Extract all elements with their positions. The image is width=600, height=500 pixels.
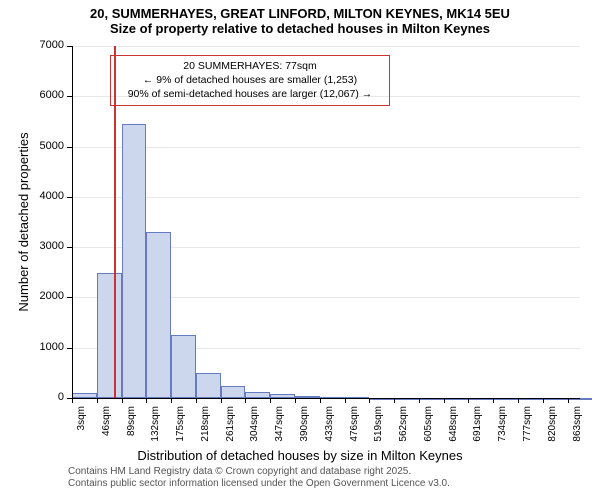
x-tick-label: 433sqm [324,406,335,450]
histogram-bar [122,124,147,398]
x-tick-label: 390sqm [299,406,310,450]
x-tick-label: 261sqm [225,406,236,450]
x-tick-mark [345,398,346,403]
annotation-line1: 20 SUMMERHAYES: 77sqm [115,59,385,73]
annotation-line3: 90% of semi-detached houses are larger (… [115,87,385,101]
x-tick-label: 777sqm [522,406,533,450]
x-tick-mark [320,398,321,403]
x-tick-mark [493,398,494,403]
x-tick-label: 734sqm [497,406,508,450]
x-tick-mark [221,398,222,403]
x-tick-mark [72,398,73,403]
x-tick-mark [468,398,469,403]
histogram-bar [196,373,221,398]
x-tick-label: 863sqm [572,406,583,450]
x-tick-mark [518,398,519,403]
y-tick-label: 7000 [0,39,64,51]
gridline [72,46,580,47]
x-axis-line [72,398,580,399]
annotation-line2: ← 9% of detached houses are smaller (1,2… [115,73,385,87]
x-tick-mark [245,398,246,403]
y-tick-label: 2000 [0,290,64,302]
credits-line2: Contains public sector information licen… [68,478,450,490]
y-tick-label: 3000 [0,240,64,252]
x-tick-mark [444,398,445,403]
x-tick-label: 46sqm [101,406,112,450]
y-tick-label: 6000 [0,89,64,101]
x-tick-mark [543,398,544,403]
x-tick-mark [196,398,197,403]
x-tick-label: 175sqm [175,406,186,450]
x-tick-label: 218sqm [200,406,211,450]
gridline [72,197,580,198]
x-tick-label: 132sqm [150,406,161,450]
x-tick-mark [568,398,569,403]
x-tick-label: 562sqm [398,406,409,450]
x-tick-label: 347sqm [274,406,285,450]
x-tick-label: 476sqm [349,406,360,450]
x-tick-mark [97,398,98,403]
x-tick-label: 691sqm [472,406,483,450]
credits: Contains HM Land Registry data © Crown c… [68,466,450,490]
y-tick-label: 5000 [0,140,64,152]
y-axis-line [72,46,73,398]
x-tick-mark [146,398,147,403]
x-tick-mark [369,398,370,403]
x-tick-label: 89sqm [126,406,137,450]
x-tick-mark [394,398,395,403]
x-tick-label: 648sqm [448,406,459,450]
x-tick-label: 304sqm [249,406,260,450]
x-tick-label: 519sqm [373,406,384,450]
y-tick-label: 4000 [0,190,64,202]
y-tick-label: 0 [0,391,64,403]
histogram-bar [221,386,246,398]
x-tick-mark [419,398,420,403]
histogram-bar [97,273,122,398]
x-tick-mark [122,398,123,403]
histogram-bar [146,232,171,398]
y-tick-label: 1000 [0,341,64,353]
annotation-box: 20 SUMMERHAYES: 77sqm ← 9% of detached h… [110,55,390,106]
gridline [72,147,580,148]
x-tick-label: 605sqm [423,406,434,450]
x-tick-mark [270,398,271,403]
x-tick-label: 3sqm [76,406,87,450]
x-tick-mark [295,398,296,403]
histogram-bar [171,335,196,398]
x-axis-label: Distribution of detached houses by size … [0,448,600,463]
credits-line1: Contains HM Land Registry data © Crown c… [68,466,450,478]
x-tick-mark [171,398,172,403]
x-tick-label: 820sqm [547,406,558,450]
y-axis-label: Number of detached properties [16,46,31,398]
